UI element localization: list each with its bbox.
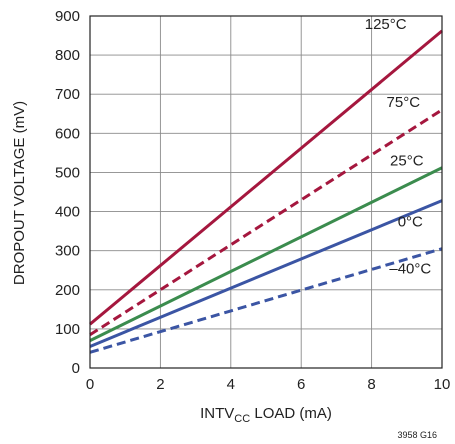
y-tick-label: 800 (55, 47, 80, 64)
y-tick-label: 200 (55, 282, 80, 299)
series-line (89, 247, 443, 354)
curve-label: 0°C (398, 213, 423, 230)
curve-labels: 125°C 75°C 25°C 0°C –40°C (365, 16, 432, 277)
x-axis-title: INTVCC LOAD (mA) (200, 405, 332, 425)
y-tick-label: 600 (55, 125, 80, 142)
x-tick-label: 0 (86, 376, 94, 393)
y-tick-label: 400 (55, 204, 80, 221)
y-tick-label: 500 (55, 164, 80, 181)
x-tick-label: 8 (367, 376, 375, 393)
y-tick-label: 0 (72, 360, 80, 377)
y-tick-labels: 0 100 200 300 400 500 600 700 800 900 (55, 8, 80, 377)
x-tick-labels: 0 2 4 6 8 10 (86, 376, 451, 393)
curve-label: –40°C (389, 260, 431, 277)
y-tick-label: 900 (55, 8, 80, 25)
x-tick-label: 2 (156, 376, 164, 393)
plot-frame (89, 15, 443, 369)
y-axis-title: DROPOUT VOLTAGE (mV) (11, 101, 28, 285)
x-axis-title-rest: LOAD (mA) (250, 405, 332, 422)
x-axis-title-subscript: CC (234, 413, 250, 425)
series-line (89, 199, 443, 348)
y-tick-label: 700 (55, 86, 80, 103)
x-tick-label: 10 (434, 376, 451, 393)
series-line (89, 29, 443, 326)
x-tick-label: 6 (297, 376, 305, 393)
curve-label: 75°C (387, 94, 421, 111)
y-tick-label: 300 (55, 243, 80, 260)
y-tick-label: 100 (55, 321, 80, 338)
series-line (89, 166, 443, 342)
figure-id: 3958 G16 (397, 430, 437, 440)
curve-label: 25°C (390, 153, 424, 170)
curve-label: 125°C (365, 16, 407, 33)
x-tick-label: 4 (227, 376, 235, 393)
x-axis-title-main: INTV (200, 405, 234, 422)
series-lines (89, 29, 443, 354)
